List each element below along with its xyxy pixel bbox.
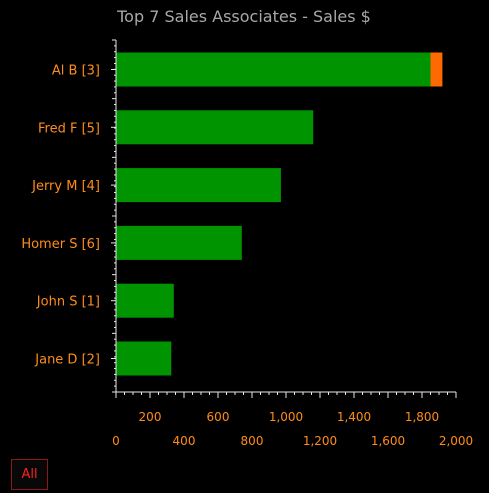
bar-2-series-0 — [116, 168, 281, 203]
x-tick-label-bottom-1: 400 — [173, 434, 196, 448]
x-tick-label-top-2: 1,000 — [269, 410, 303, 424]
category-label-5: Jane D [2] — [34, 353, 100, 368]
bar-0-series-1 — [430, 52, 443, 87]
bar-1-series-0 — [116, 110, 314, 145]
category-label-4: John S [1] — [36, 295, 100, 310]
bar-3-series-0 — [116, 225, 242, 260]
axes — [111, 39, 457, 398]
x-tick-label-bottom-0: 0 — [112, 434, 120, 448]
x-tick-label-bottom-4: 1,600 — [371, 434, 405, 448]
x-tick-label-top-3: 1,400 — [337, 410, 371, 424]
chart-title: Top 7 Sales Associates - Sales $ — [116, 7, 371, 26]
x-tick-label-bottom-3: 1,200 — [303, 434, 337, 448]
x-tick-label-bottom-5: 2,000 — [439, 434, 473, 448]
category-label-1: Fred F [5] — [38, 121, 100, 136]
x-tick-label-top-0: 200 — [139, 410, 162, 424]
x-tick-labels: 200 600 1,000 1,400 1,800 0 400 800 1,200 1,600 2,… — [112, 410, 473, 448]
category-label-3: Homer S [6] — [21, 237, 100, 252]
bars-group — [116, 52, 443, 376]
x-tick-label-top-1: 600 — [207, 410, 230, 424]
category-label-2: Jerry M [4] — [31, 179, 100, 194]
category-labels: Al B [3] Fred F [5] Jerry M [4] Homer S [6]… — [21, 64, 100, 368]
bar-0-series-0 — [116, 52, 431, 87]
bar-4-series-0 — [116, 283, 174, 318]
category-label-0: Al B [3] — [52, 64, 100, 79]
x-tick-label-top-4: 1,800 — [405, 410, 439, 424]
x-tick-label-bottom-2: 800 — [241, 434, 264, 448]
all-button[interactable]: All — [11, 459, 48, 490]
bar-5-series-0 — [116, 341, 172, 376]
